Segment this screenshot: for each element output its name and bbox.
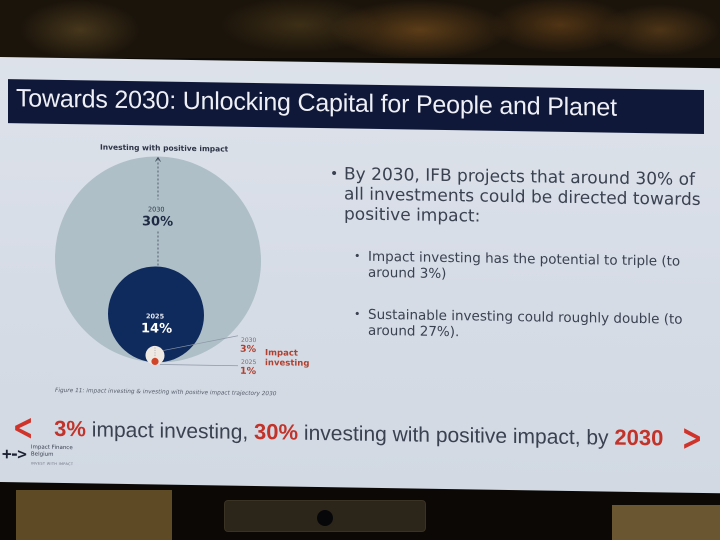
summary-banner: < 3% impact investing, 30% investing wit…	[8, 407, 708, 460]
logo-line1: Impact Finance	[30, 444, 73, 452]
logo-mark-icon: +->	[2, 444, 25, 464]
impact-2030-value: 3%	[240, 343, 257, 356]
logo-tagline: INVEST WITH IMPACT	[30, 461, 74, 467]
background-tapestry	[0, 0, 720, 58]
outer-year: 2030	[148, 205, 165, 214]
bubble-chart	[55, 156, 261, 367]
banner-text-2: investing with positive impact, by	[298, 421, 615, 450]
inner-year: 2025	[146, 312, 165, 321]
chevron-right-icon: >	[681, 417, 704, 460]
banner-text: 3% impact investing, 30% investing with …	[54, 416, 663, 452]
chevron-left-icon: <	[12, 407, 34, 449]
inner-circle-2025	[108, 266, 204, 363]
conference-camera	[224, 500, 426, 532]
impact-label-line2: investing	[265, 358, 310, 369]
logo-line2: Belgium	[30, 450, 54, 458]
inner-value: 14%	[141, 321, 173, 337]
presentation-slide: Towards 2030: Unlocking Capital for Peop…	[0, 57, 720, 494]
wall-panel-right	[612, 505, 720, 540]
bullet-sub-impact: Impact investing has the potential to tr…	[354, 249, 710, 287]
wall-panel-left	[16, 490, 172, 540]
impact-2025-value: 1%	[240, 365, 257, 378]
bullet-main: By 2030, IFB projects that around 30% of…	[330, 164, 710, 230]
camera-lens-icon	[317, 510, 333, 526]
impact-label-line1: Impact	[265, 348, 298, 359]
bullet-sub-sustainable: Sustainable investing could roughly doub…	[354, 307, 710, 345]
banner-text-1: impact investing,	[85, 418, 255, 444]
banner-value-positive: 30%	[254, 418, 299, 445]
ifb-logo: +-> Impact Finance Belgium INVEST WITH I…	[2, 444, 73, 468]
banner-value-impact: 3%	[54, 415, 86, 442]
impact-dot-2025	[151, 357, 159, 366]
banner-value-year: 2030	[614, 424, 664, 451]
logo-text: Impact Finance Belgium INVEST WITH IMPAC…	[31, 444, 73, 467]
outer-value: 30%	[142, 214, 174, 230]
impact-investing-label: Impact investing	[265, 348, 309, 369]
bullet-list: By 2030, IFB projects that around 30% of…	[330, 164, 710, 344]
